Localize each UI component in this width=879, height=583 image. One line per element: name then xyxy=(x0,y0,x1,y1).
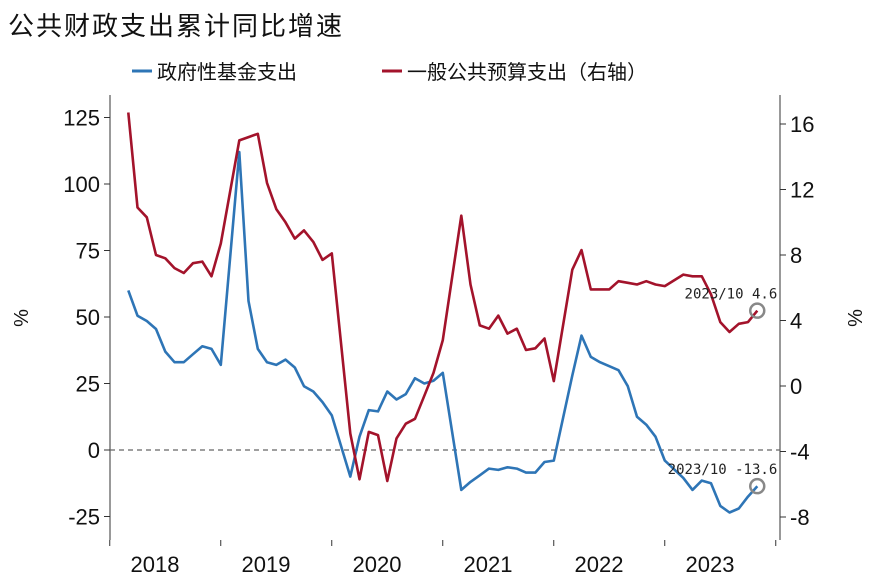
right-tick-label: 4 xyxy=(790,309,802,334)
left-tick-label: 100 xyxy=(63,172,100,197)
left-tick-label: 50 xyxy=(76,305,100,330)
left-tick-label: 0 xyxy=(88,438,100,463)
right-tick-label: 16 xyxy=(790,112,814,137)
right-tick-label: 0 xyxy=(790,374,802,399)
left-axis: 125 100 75 50 25 0 -25 xyxy=(63,95,111,540)
legend-label-budget: 一般公共预算支出（右轴） xyxy=(407,60,647,84)
end-point-marker xyxy=(749,477,766,495)
chart-title: 公共财政支出累计同比增速 xyxy=(8,12,345,42)
left-tick-label: 75 xyxy=(76,239,100,264)
left-tick-label: -25 xyxy=(68,505,100,530)
x-axis: 2018 2019 2020 2021 2022 2023 xyxy=(109,540,777,577)
series-line-fund xyxy=(127,150,759,514)
right-tick-label: -8 xyxy=(790,505,810,530)
end-point-marker xyxy=(749,302,766,319)
x-tick-label: 2021 xyxy=(464,552,513,577)
x-tick-label: 2023 xyxy=(686,552,735,577)
x-tick-label: 2019 xyxy=(242,552,291,577)
series-line-budget xyxy=(127,112,759,483)
right-tick-label: 12 xyxy=(790,178,814,203)
annotations: 2023/10 4.6 2023/10 -13.6 xyxy=(668,287,778,495)
x-tick-label: 2018 xyxy=(131,552,180,577)
end-point-label: 2023/10 4.6 xyxy=(685,287,778,303)
x-tick-label: 2022 xyxy=(575,552,624,577)
left-axis-unit: % xyxy=(11,309,33,327)
x-tick-label: 2020 xyxy=(353,552,402,577)
end-point-label: 2023/10 -13.6 xyxy=(668,462,778,478)
right-tick-label: 8 xyxy=(790,243,802,268)
plot-lines xyxy=(127,112,759,514)
legend-label-fund: 政府性基金支出 xyxy=(157,60,297,84)
right-tick-label: -4 xyxy=(790,440,810,465)
left-tick-label: 25 xyxy=(76,372,100,397)
right-axis: 16 12 8 4 0 -4 -8 xyxy=(779,95,814,540)
legend: 政府性基金支出 一般公共预算支出（右轴） xyxy=(132,60,647,84)
right-axis-unit: % xyxy=(845,309,867,327)
left-tick-label: 125 xyxy=(63,106,100,131)
